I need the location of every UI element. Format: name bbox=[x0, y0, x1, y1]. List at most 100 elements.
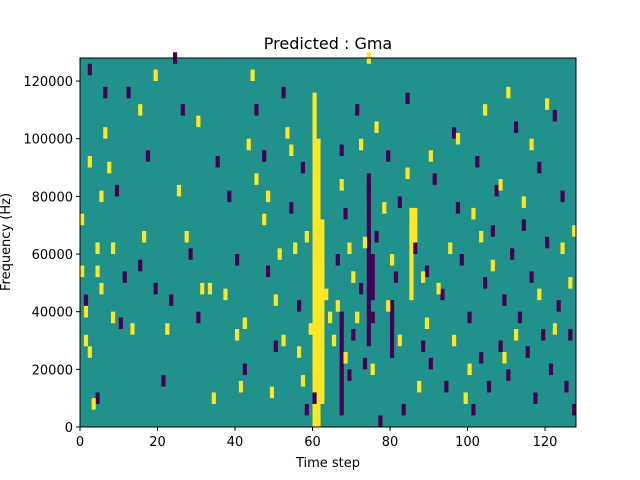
x-tick-label: 100 bbox=[455, 435, 480, 450]
heatmap-cell-high bbox=[390, 254, 395, 266]
heatmap-column-high bbox=[413, 219, 418, 255]
y-tick-label: 60000 bbox=[32, 248, 73, 263]
heatmap-cell-high bbox=[455, 132, 461, 145]
heatmap-cell-high bbox=[269, 386, 275, 399]
heatmap-cell-high bbox=[246, 138, 251, 151]
heatmap-cell-low bbox=[517, 311, 523, 324]
heatmap-cell-high bbox=[324, 288, 329, 301]
y-axis: 0 20000 40000 60000 80000 100000 120000 bbox=[23, 75, 80, 436]
heatmap-cell-low bbox=[397, 196, 402, 208]
heatmap-cell-low bbox=[118, 317, 123, 329]
heatmap-cell-low bbox=[335, 254, 340, 266]
heatmap-cell-high bbox=[490, 259, 495, 272]
heatmap-column-high bbox=[316, 138, 321, 427]
heatmap-cell-high bbox=[99, 190, 104, 203]
heatmap-cell-high bbox=[312, 357, 317, 370]
heatmap-cell-high bbox=[304, 230, 309, 243]
heatmap-column-low bbox=[339, 311, 344, 416]
heatmap-cell-low bbox=[401, 403, 406, 416]
heatmap-cell-high bbox=[262, 213, 267, 226]
heatmap-cell-high bbox=[514, 328, 519, 341]
heatmap-cell-high bbox=[87, 346, 92, 358]
heatmap-cell-low bbox=[289, 202, 294, 214]
heatmap-cell-low bbox=[393, 271, 399, 283]
heatmap-cell-low bbox=[180, 104, 185, 116]
heatmap-cell-high bbox=[529, 138, 534, 151]
heatmap-cell-low bbox=[87, 63, 92, 76]
x-tick-label: 60 bbox=[304, 435, 321, 450]
heatmap-cell-low bbox=[506, 369, 511, 381]
heatmap-cell-high bbox=[362, 236, 368, 249]
heatmap-cell-low bbox=[95, 392, 100, 404]
plot-frame bbox=[79, 57, 577, 428]
heatmap-cell-low bbox=[254, 104, 259, 116]
heatmap-cell-high bbox=[130, 323, 135, 335]
heatmap-cell-high bbox=[235, 328, 240, 341]
heatmap-cell-high bbox=[343, 352, 348, 364]
heatmap-cell-high bbox=[300, 375, 306, 387]
heatmap-cell-low bbox=[161, 375, 166, 387]
heatmap-cell-low bbox=[498, 340, 503, 353]
x-tick-label: 120 bbox=[533, 435, 558, 450]
heatmap-cell-high bbox=[83, 305, 89, 318]
heatmap-cell-high bbox=[397, 334, 402, 347]
heatmap-cell-high bbox=[483, 104, 488, 116]
heatmap-cell-low bbox=[378, 415, 383, 427]
heatmap-cell-high bbox=[382, 202, 387, 214]
heatmap-cell-low bbox=[300, 161, 306, 174]
heatmap-cell-low bbox=[347, 369, 352, 381]
heatmap-cell-low bbox=[262, 150, 267, 162]
heatmap-cell-high bbox=[545, 98, 550, 110]
heatmap-cell-high bbox=[308, 323, 313, 335]
heatmap-cell-high bbox=[83, 334, 89, 347]
heatmap-cell-high bbox=[99, 282, 104, 295]
heatmap-cell-low bbox=[428, 357, 433, 370]
heatmap-cell-high bbox=[359, 138, 364, 151]
heatmap-cell-high bbox=[335, 300, 340, 312]
heatmap-cell-low bbox=[196, 311, 201, 324]
heatmap-cell-high bbox=[293, 242, 298, 255]
heatmap-cell-high bbox=[506, 86, 511, 99]
heatmap-cell-low bbox=[227, 190, 232, 203]
heatmap-cell-high bbox=[409, 225, 414, 237]
heatmap-cell-high bbox=[331, 334, 337, 347]
heatmap-cell-high bbox=[111, 242, 116, 255]
heatmap-cell-low bbox=[114, 184, 120, 197]
heatmap-cell-low bbox=[126, 86, 131, 99]
heatmap-cell-low bbox=[169, 294, 174, 306]
heatmap-cell-low bbox=[355, 104, 360, 116]
heatmap-cell-low bbox=[471, 403, 476, 416]
plot-area bbox=[79, 52, 577, 428]
heatmap-cell-low bbox=[486, 380, 492, 393]
y-tick-label: 0 bbox=[65, 421, 73, 436]
heatmap-cell-high bbox=[421, 271, 426, 283]
heatmap-column-high bbox=[320, 219, 325, 404]
heatmap-cell-low bbox=[312, 392, 317, 404]
heatmap-cell-high bbox=[405, 167, 410, 180]
heatmap-cell-low bbox=[359, 282, 364, 295]
heatmap-cell-low bbox=[386, 150, 391, 162]
heatmap-cell-low bbox=[494, 184, 499, 197]
heatmap-cell-high bbox=[355, 311, 360, 324]
heatmap-cell-low bbox=[568, 328, 573, 341]
heatmap-cell-high bbox=[347, 242, 352, 255]
heatmap-cell-low bbox=[362, 357, 368, 370]
heatmap-cell-high bbox=[428, 150, 433, 162]
heatmap-cell-high bbox=[211, 392, 216, 404]
heatmap-cell-high bbox=[316, 415, 321, 427]
heatmap-cell-high bbox=[254, 173, 259, 185]
heatmap-cell-high bbox=[281, 334, 286, 347]
heatmap-cell-low bbox=[525, 346, 530, 358]
heatmap-cell-high bbox=[479, 230, 484, 243]
heatmap-cell-low bbox=[533, 392, 538, 404]
heatmap-cell-high bbox=[266, 190, 271, 203]
heatmap-cell-low bbox=[374, 230, 379, 243]
y-tick-label: 120000 bbox=[23, 75, 73, 90]
heatmap-cell-low bbox=[440, 288, 445, 301]
heatmap-cell-low bbox=[424, 265, 430, 278]
heatmap-cell-high bbox=[328, 311, 333, 324]
heatmap-cell-high bbox=[87, 156, 92, 168]
heatmap-cell-high bbox=[80, 213, 85, 226]
heatmap-cell-high bbox=[297, 346, 302, 358]
heatmap-cell-low bbox=[432, 173, 437, 185]
